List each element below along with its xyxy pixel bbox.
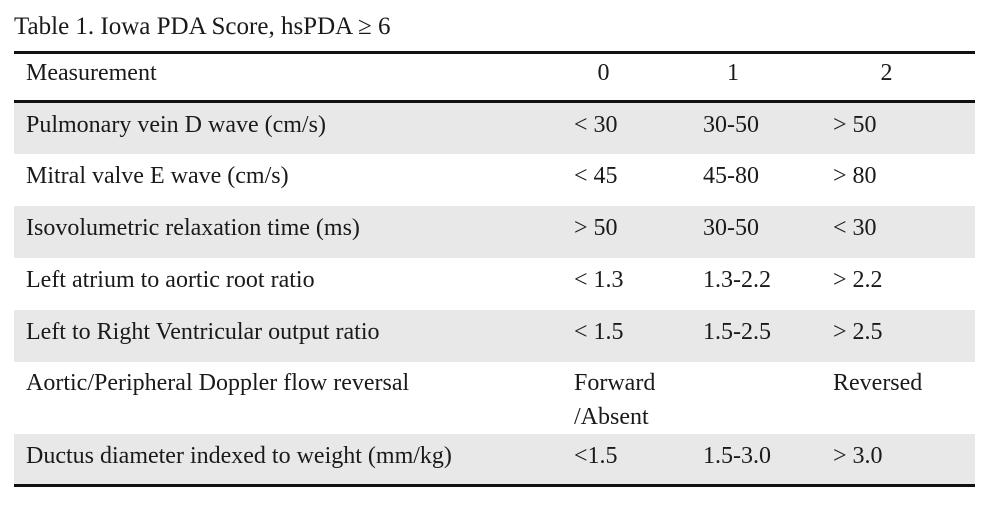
score-1-cell: 30-50 [703, 112, 759, 138]
score-0-value: Forward /Absent [574, 369, 656, 430]
score-0-cell: > 50 [574, 214, 618, 241]
score-2-cell: < 30 [833, 214, 877, 241]
table-row: Pulmonary vein D wave (cm/s) < 30 30-50 … [14, 101, 975, 154]
score-2-cell: > 50 [833, 112, 877, 138]
score-0-cell: < 1.5 [574, 318, 624, 345]
measurement-cell: Mitral valve E wave (cm/s) [26, 162, 289, 189]
measurement-cell: Ductus diameter indexed to weight (mm/kg… [26, 442, 452, 469]
measurement-cell: Left to Right Ventricular output ratio [26, 318, 380, 345]
score-0-cell: Forward /Absent [559, 362, 688, 434]
score-1-cell: 1.5-3.0 [703, 442, 771, 469]
table-caption: Table 1. Iowa PDA Score, hsPDA ≥ 6 [14, 13, 391, 40]
measurement-cell: Left atrium to aortic root ratio [26, 266, 315, 293]
score-1-cell [688, 362, 818, 434]
table-row: Aortic/Peripheral Doppler flow reversal … [14, 362, 975, 434]
score-0-cell: <1.5 [574, 442, 618, 469]
header-row: Measurement 0 1 2 [14, 52, 975, 102]
column-header-measurement: Measurement [26, 60, 157, 86]
column-header-score-0: 0 [597, 60, 610, 86]
score-2-cell: > 2.5 [833, 318, 883, 345]
score-0-cell: < 30 [574, 112, 618, 138]
column-header-score-2: 2 [880, 60, 893, 86]
table-row: Left atrium to aortic root ratio < 1.3 1… [14, 258, 975, 310]
measurement-cell: Aortic/Peripheral Doppler flow reversal [26, 369, 410, 396]
table-row: Isovolumetric relaxation time (ms) > 50 … [14, 205, 975, 258]
score-1-cell: 1.5-2.5 [703, 318, 771, 345]
score-2-cell: > 2.2 [833, 266, 883, 293]
table-row: Mitral valve E wave (cm/s) < 45 45-80 > … [14, 154, 975, 206]
table-row: Ductus diameter indexed to weight (mm/kg… [14, 433, 975, 486]
table-row: Left to Right Ventricular output ratio <… [14, 309, 975, 362]
score-1-cell: 30-50 [703, 214, 759, 241]
measurement-cell: Isovolumetric relaxation time (ms) [26, 214, 360, 241]
score-2-cell: > 3.0 [833, 442, 883, 469]
score-0-cell: < 45 [574, 162, 618, 189]
measurement-cell: Pulmonary vein D wave (cm/s) [26, 112, 326, 138]
score-1-cell: 45-80 [703, 162, 759, 189]
score-2-cell: > 80 [833, 162, 877, 189]
score-1-cell: 1.3-2.2 [703, 266, 771, 293]
score-0-cell: < 1.3 [574, 266, 624, 293]
iowa-pda-score-table: Measurement 0 1 2 Pulmonary vein D wave … [14, 51, 975, 487]
score-2-cell: Reversed [833, 369, 923, 396]
column-header-score-1: 1 [727, 60, 739, 86]
